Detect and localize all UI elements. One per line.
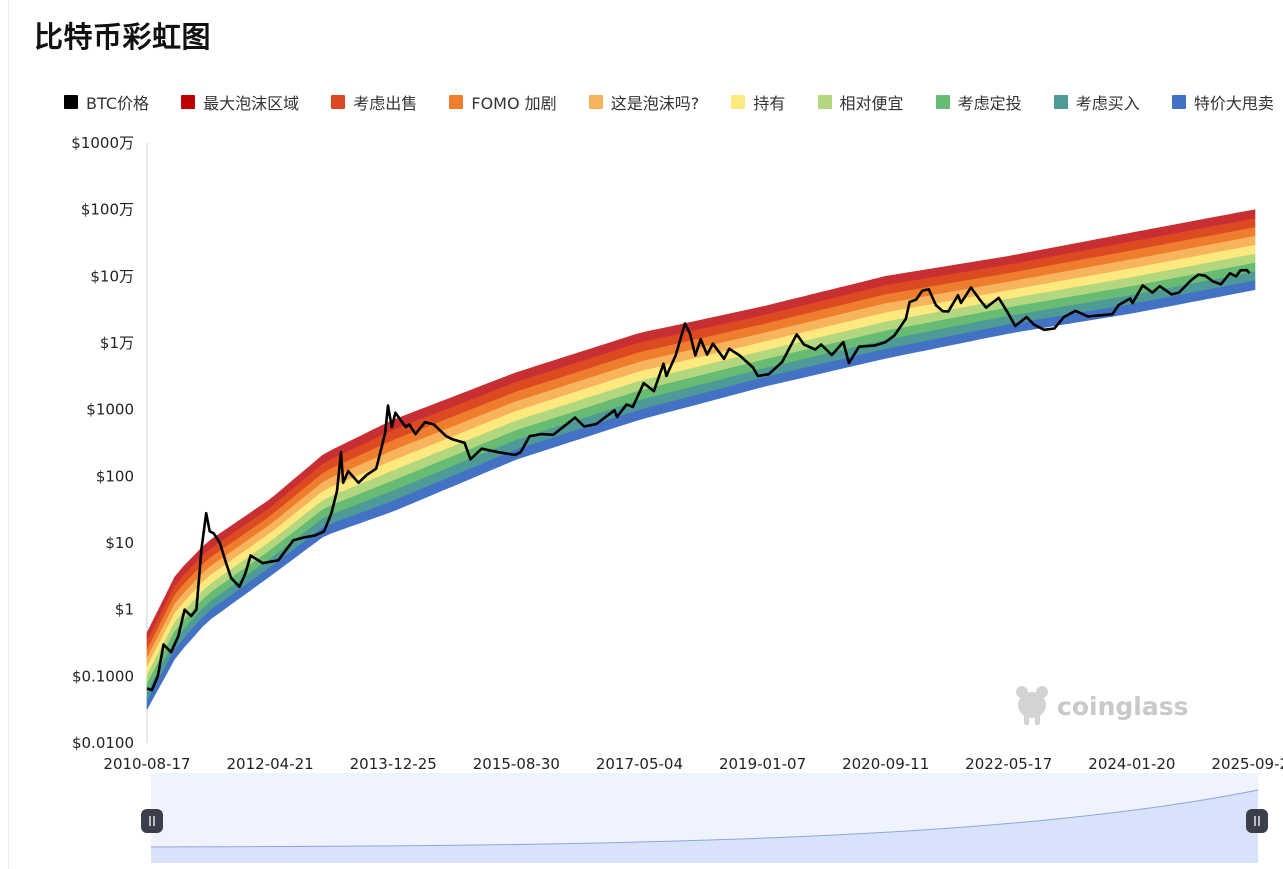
zoom-slider[interactable] [141,773,1268,863]
legend-item-5[interactable]: 持有 [731,90,785,114]
chart-legend: BTC价格 最大泡沫区域 考虑出售 FOMO 加剧 这是泡沫吗? 持有 相对便宜 考虑定投 考虑… [64,89,1274,115]
legend-label: 考虑出售 [353,94,418,113]
legend-swatch [181,95,196,109]
watermark-icon-ear [1036,686,1048,698]
legend-label: 考虑定投 [957,94,1022,113]
legend-swatch [331,95,346,109]
legend-label: 考虑买入 [1075,94,1140,113]
legend-item-2[interactable]: 考虑出售 [331,90,417,114]
zoom-handle-left[interactable] [141,809,163,833]
y-tick-label: $100 [96,467,134,485]
legend-swatch [588,95,603,109]
legend-label: FOMO 加剧 [471,94,557,113]
x-tick-label: 2020-09-11 [842,755,929,773]
legend-item-0[interactable]: BTC价格 [64,90,149,114]
x-tick-label: 2022-05-17 [965,755,1052,773]
rainbow-bands [146,209,1256,710]
legend-item-3[interactable]: FOMO 加剧 [449,90,557,114]
legend-item-6[interactable]: 相对便宜 [817,90,904,114]
legend-item-7[interactable]: 考虑定投 [935,90,1022,114]
watermark-icon [1018,692,1046,718]
y-tick-label: $1000 [86,401,134,419]
legend-swatch [1053,95,1068,109]
legend-swatch [1171,95,1186,109]
y-tick-label: $10万 [90,267,134,285]
legend-item-9[interactable]: 特价大甩卖 [1171,90,1274,114]
y-tick-label: $0.1000 [72,667,134,685]
legend-item-8[interactable]: 考虑买入 [1053,90,1140,114]
x-tick-label: 2025-09-24 [1211,755,1283,773]
y-tick-label: $0.0100 [72,734,134,752]
watermark-text: coinglass [1057,692,1188,721]
zoom-preview-area [151,790,1258,863]
legend-item-4[interactable]: 这是泡沫吗? [588,90,700,114]
x-tick-label: 2024-01-20 [1088,755,1175,773]
page-title: 比特币彩虹图 [34,20,212,54]
price-line-0 [146,268,1251,692]
x-tick-label: 2017-05-04 [596,755,683,773]
btc-price-series [146,268,1251,692]
x-tick-label: 2019-01-07 [719,755,806,773]
y-tick-label: $1000万 [71,134,134,152]
y-tick-label: $10 [105,534,134,552]
legend-label: 特价大甩卖 [1193,94,1274,113]
zoom-preview-line [150,789,1259,848]
band-9 [146,280,1256,710]
x-axis: 2010-08-17 2012-04-21 2013-12-25 2015-08-30… [103,755,1283,773]
watermark-icon-ear [1016,686,1028,698]
zoom-handle-right[interactable] [1246,809,1268,833]
legend-label: 最大泡沫区域 [203,94,300,113]
legend-swatch [731,95,746,109]
x-tick-label: 2015-08-30 [473,755,560,773]
legend-label: 这是泡沫吗? [610,94,700,113]
legend-label: 持有 [753,94,786,113]
x-tick-label: 2012-04-21 [227,755,314,773]
legend-swatch [449,95,464,109]
legend-swatch [817,95,832,109]
legend-item-1[interactable]: 最大泡沫区域 [181,90,299,114]
x-tick-label: 2013-12-25 [350,755,437,773]
coinglass-watermark: coinglass [1016,686,1188,725]
left-divider [8,0,9,869]
legend-label: 相对便宜 [839,94,904,113]
legend-label: BTC价格 [86,94,149,113]
y-axis: $0.0100 $0.1000 $1 $10 $100 $1000 $1万 $10万 $100万… [71,134,148,752]
y-tick-label: $1 [115,601,134,619]
legend-swatch [64,95,78,109]
watermark-icon-leg [1024,713,1029,725]
watermark-icon-leg [1035,713,1040,725]
x-tick-label: 2010-08-17 [103,755,190,773]
y-tick-label: $100万 [81,201,134,219]
legend-swatch [935,95,950,109]
y-tick-label: $1万 [100,334,134,352]
